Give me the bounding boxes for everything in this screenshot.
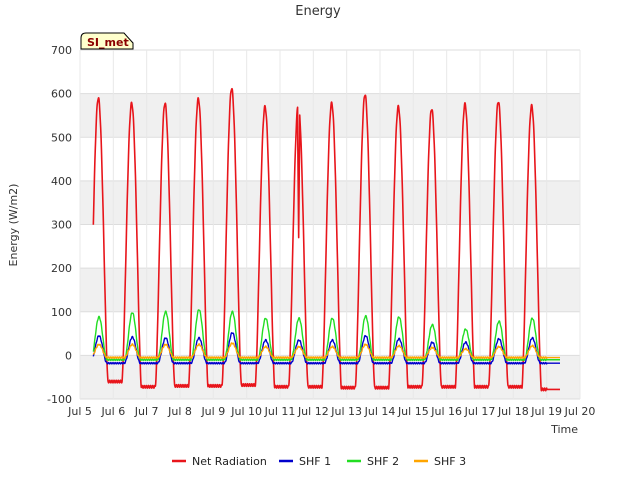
plot-band <box>80 355 580 399</box>
x-tick-label: Jul 6 <box>100 405 125 418</box>
x-tick-label: Jul 19 <box>530 405 562 418</box>
y-tick-label: 0 <box>65 349 72 362</box>
x-tick-label: Jul 8 <box>167 405 192 418</box>
y-tick-label: 300 <box>51 219 72 232</box>
legend-label-shf-1: SHF 1 <box>299 455 331 468</box>
x-tick-label: Jul 16 <box>430 405 462 418</box>
legend-label-shf-2: SHF 2 <box>367 455 399 468</box>
x-tick-label: Jul 11 <box>264 405 296 418</box>
series-line-net-radiation <box>92 87 561 392</box>
x-tick-label: Jul 9 <box>200 405 225 418</box>
series-line-shf-1 <box>92 332 561 365</box>
x-tick-label: Jul 5 <box>67 405 92 418</box>
site-badge-text: SI_met <box>87 36 129 49</box>
x-tick-label: Jul 7 <box>134 405 159 418</box>
y-tick-label: 700 <box>51 44 72 57</box>
x-tick-label: Jul 14 <box>364 405 396 418</box>
y-tick-label: 200 <box>51 262 72 275</box>
y-axis-label: Energy (W/m2) <box>7 184 20 267</box>
series-line-shf-3 <box>92 342 561 359</box>
x-axis-ticks: Jul 5 Jul 6 Jul 7 Jul 8 Jul 9 Jul 10 Jul 11 Jul… <box>67 405 595 418</box>
legend-label-shf-3: SHF 3 <box>434 455 466 468</box>
series-lines <box>92 87 561 392</box>
grid-lines <box>79 49 581 400</box>
x-tick-label: Jul 10 <box>230 405 262 418</box>
legend: Net Radiation SHF 1 SHF 2 SHF 3 <box>172 455 466 468</box>
x-tick-label: Jul 15 <box>397 405 429 418</box>
site-badge-box <box>80 32 134 50</box>
site-badge: SI_met <box>80 32 134 50</box>
x-tick-label: Jul 17 <box>464 405 496 418</box>
y-tick-label: 100 <box>51 306 72 319</box>
legend-label-net-radiation: Net Radiation <box>192 455 267 468</box>
y-tick-label: 600 <box>51 88 72 101</box>
x-tick-label: Jul 13 <box>330 405 362 418</box>
chart-title: Energy <box>295 4 341 19</box>
x-tick-label: Jul 18 <box>497 405 529 418</box>
y-tick-label: -100 <box>47 393 72 406</box>
plot-band <box>80 268 580 312</box>
plot-band <box>80 180 580 225</box>
y-tick-label: 400 <box>51 175 72 188</box>
y-axis-ticks: -100 0 100 200 300 400 500 600 700 <box>47 44 72 406</box>
x-tick-label: Jul 12 <box>297 405 329 418</box>
x-tick-label: Jul 20 <box>564 405 596 418</box>
series-line-shf-2 <box>92 309 561 362</box>
x-axis-label: Time <box>550 423 578 436</box>
y-tick-label: 500 <box>51 131 72 144</box>
